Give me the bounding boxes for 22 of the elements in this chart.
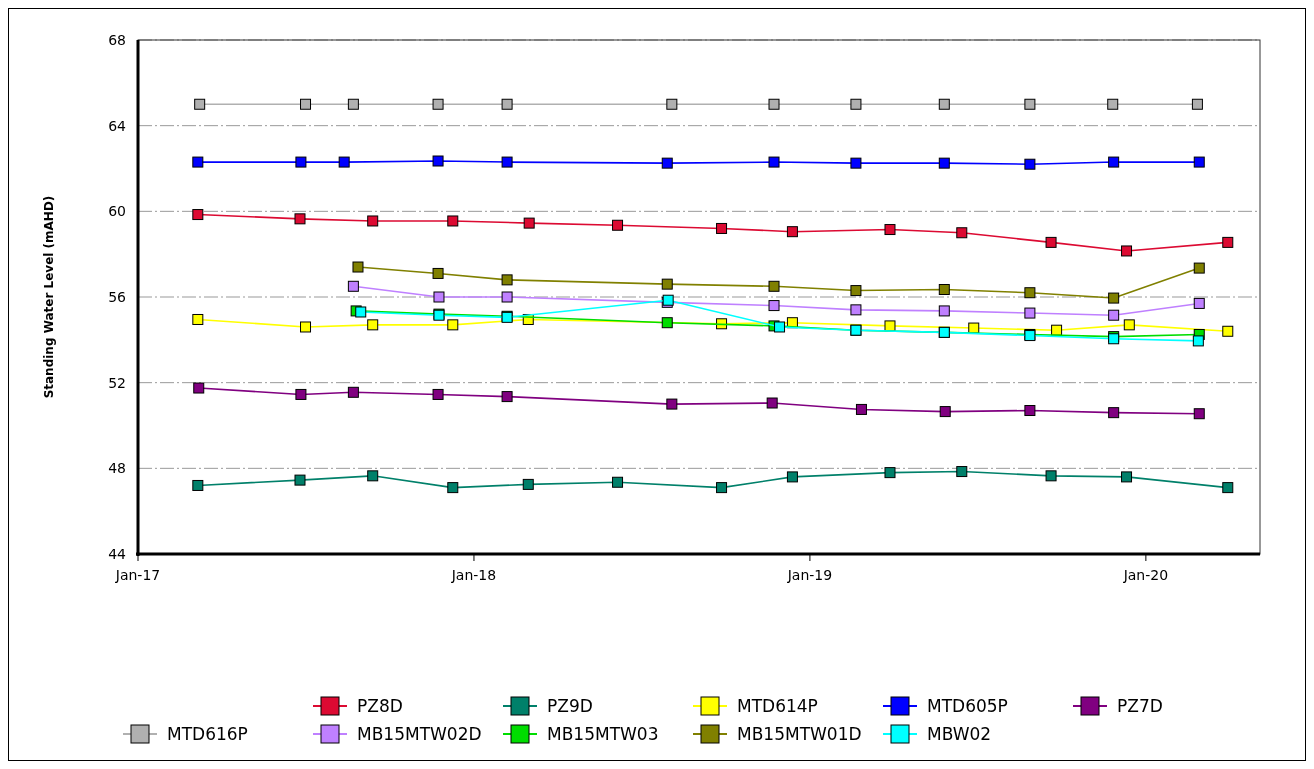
x-tick-label: Jan-19 — [786, 567, 833, 583]
y-axis-title: Standing Water Level (mAHD) — [42, 195, 56, 399]
legend-label: MB15MTW03 — [547, 724, 659, 744]
legend-label: MTD614P — [737, 696, 818, 716]
legend-label: PZ7D — [1117, 696, 1163, 716]
legend-label: PZ8D — [357, 696, 403, 716]
x-tick-label: Jan-20 — [1122, 567, 1169, 583]
y-tick-label: 52 — [108, 374, 126, 391]
legend-label: MB15MTW01D — [737, 724, 862, 744]
y-tick-label: 60 — [108, 203, 126, 220]
y-tick-label: 48 — [108, 460, 126, 477]
y-tick-label: 68 — [108, 32, 126, 48]
y-tick-label: 56 — [108, 289, 127, 305]
legend-label: MBW02 — [927, 724, 992, 744]
legend-label: MTD616P — [167, 724, 248, 744]
legend-label: PZ9D — [547, 696, 593, 716]
y-tick-label: 64 — [108, 117, 127, 134]
x-tick-label: Jan-18 — [450, 567, 497, 583]
y-tick-label: 44 — [108, 546, 127, 562]
legend-label: MTD605P — [927, 696, 1008, 716]
x-tick-label: Jan-17 — [114, 567, 161, 583]
legend-label: MB15MTW02D — [357, 724, 482, 744]
